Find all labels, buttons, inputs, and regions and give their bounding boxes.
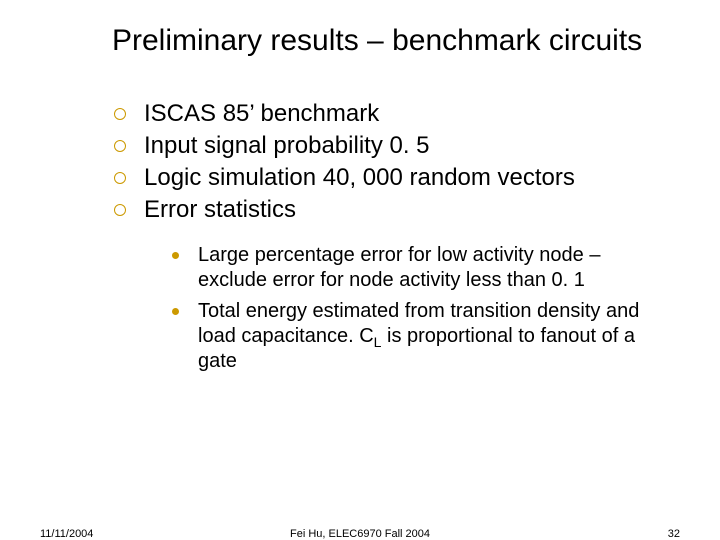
bullet-text: Logic simulation 40, 000 random vectors <box>144 164 575 191</box>
sub-bullet-item: Total energy estimated from transition d… <box>170 299 660 374</box>
bullet-text: ISCAS 85’ benchmark <box>144 100 379 127</box>
footer-page-number: 32 <box>668 528 680 540</box>
bullet-item: Error statistics <box>112 195 660 225</box>
bullet-item: Input signal probability 0. 5 <box>112 131 660 161</box>
footer-center: Fei Hu, ELEC6970 Fall 2004 <box>0 528 720 540</box>
sub-bullet-text: Large percentage error for low activity … <box>198 244 600 291</box>
bullet-text: Error statistics <box>144 196 296 223</box>
sub-bullet-item: Large percentage error for low activity … <box>170 243 660 293</box>
slide: Preliminary results – benchmark circuits… <box>0 0 720 540</box>
bullet-text: Input signal probability 0. 5 <box>144 132 430 159</box>
slide-body: ISCAS 85’ benchmark Input signal probabi… <box>112 99 660 374</box>
bullet-item: Logic simulation 40, 000 random vectors <box>112 163 660 193</box>
slide-title: Preliminary results – benchmark circuits <box>112 24 680 59</box>
bullet-list: ISCAS 85’ benchmark Input signal probabi… <box>112 99 660 225</box>
sub-bullet-list: Large percentage error for low activity … <box>170 243 660 374</box>
bullet-item: ISCAS 85’ benchmark <box>112 99 660 129</box>
